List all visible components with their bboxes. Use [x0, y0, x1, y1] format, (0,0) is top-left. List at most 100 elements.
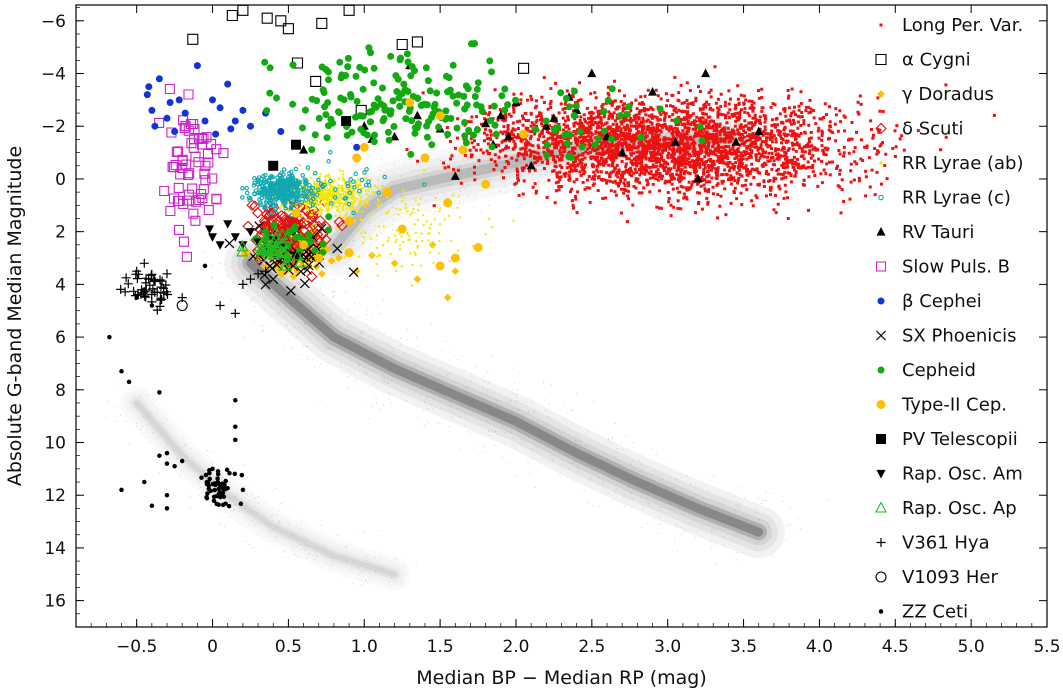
- point-rap-osc-ap: [278, 259, 291, 271]
- point-rr-lyrae-c: [295, 188, 301, 194]
- point-scuti: [253, 254, 266, 266]
- point-cephei: [143, 91, 151, 99]
- point-cepheid: [315, 114, 323, 122]
- point-cepheid: [407, 72, 415, 80]
- point-cepheid: [289, 100, 297, 108]
- point-zz-ceti: [216, 486, 222, 492]
- x-tick-label: 5.0: [958, 637, 985, 657]
- point-rr-lyrae-c: [293, 184, 298, 190]
- point-cepheid: [344, 63, 352, 71]
- point-cepheid: [356, 63, 364, 71]
- point-cephei: [247, 122, 254, 130]
- point-cepheid: [409, 93, 417, 101]
- point-cygni: [310, 75, 322, 87]
- point-rap-osc-ap: [268, 246, 281, 258]
- point-type-ii-cep: [397, 224, 407, 234]
- point-rr-lyrae-c: [281, 172, 286, 177]
- point-zz-ceti: [213, 482, 218, 488]
- point-cygni: [261, 12, 273, 24]
- series-long-per-var: [405, 65, 996, 224]
- point-rr-lyrae-c: [348, 177, 353, 182]
- legend-item-rv-tauri: RV Tauri: [876, 222, 974, 243]
- point-slow-puls-b: [197, 193, 208, 204]
- point-rr-lyrae-c: [281, 196, 286, 201]
- point-zz-ceti: [222, 482, 227, 488]
- point-cepheid: [322, 111, 330, 119]
- point-rr-lyrae-c: [272, 201, 278, 206]
- point-v361-hya: [150, 287, 160, 297]
- point-rr-lyrae-c: [252, 191, 257, 197]
- point-cepheid: [431, 100, 439, 108]
- point-cepheid: [370, 101, 378, 109]
- point-rr-lyrae-c: [366, 179, 371, 184]
- point-cygni: [226, 9, 238, 22]
- point-cepheid: [492, 130, 500, 138]
- point-zz-ceti: [119, 369, 124, 374]
- point-rr-lyrae-c: [269, 210, 275, 216]
- point-v1093-her: [176, 300, 188, 311]
- point-cephei: [193, 62, 201, 70]
- point-doradus: [443, 293, 452, 302]
- series-points-long-per-var: [405, 65, 996, 224]
- point-zz-ceti: [233, 424, 238, 429]
- point-zz-ceti: [223, 486, 228, 492]
- point-rr-lyrae-c: [277, 173, 282, 178]
- point-type-ii-cep: [420, 153, 430, 163]
- point-slow-puls-b: [183, 189, 194, 200]
- point-zz-ceti: [207, 476, 212, 482]
- point-v361-hya: [157, 295, 167, 304]
- point-rap-osc-ap: [276, 236, 289, 249]
- point-sx-phoenicis: [295, 266, 306, 277]
- point-rr-lyrae-c: [244, 190, 250, 196]
- point-cepheid: [625, 103, 633, 111]
- point-rr-lyrae-c: [246, 195, 252, 200]
- legend-marker: [875, 501, 887, 513]
- legend: Long Per. Var. α Cygni γ Doradus δ Scuti RR …: [875, 15, 1024, 623]
- point-rr-lyrae-c: [277, 176, 283, 182]
- point-slow-puls-b: [179, 122, 190, 133]
- point-cepheid: [453, 99, 461, 107]
- point-cephei: [181, 109, 189, 117]
- variable-star-series: [107, 5, 996, 511]
- point-rap-osc-ap: [269, 225, 282, 237]
- point-rr-lyrae-c: [255, 181, 261, 187]
- point-rv-tauri: [754, 126, 764, 136]
- point-scuti: [333, 216, 346, 228]
- point-rr-lyrae-c: [268, 198, 274, 204]
- point-cephei: [175, 96, 183, 104]
- point-cepheid: [266, 64, 274, 72]
- point-cepheid: [370, 79, 378, 87]
- y-tick-label: 8: [55, 381, 66, 401]
- y-tick-label: 2: [55, 223, 66, 243]
- point-sx-phoenicis: [268, 274, 279, 285]
- point-sx-phoenicis: [254, 221, 265, 232]
- point-rap-osc-ap: [293, 256, 306, 268]
- point-cepheid: [335, 108, 342, 116]
- point-rr-lyrae-c: [362, 170, 367, 175]
- point-cepheid: [473, 101, 481, 109]
- point-cephei: [277, 128, 285, 135]
- point-sx-phoenicis: [316, 223, 327, 234]
- point-cepheid: [501, 106, 509, 114]
- point-rr-lyrae-c: [256, 175, 262, 180]
- point-zz-ceti: [157, 390, 162, 395]
- point-cepheid: [327, 115, 335, 123]
- point-rap-osc-ap: [236, 240, 249, 252]
- point-type-ii-cep: [435, 261, 445, 271]
- point-zz-ceti: [223, 478, 228, 484]
- legend-label: β Cephei: [902, 291, 982, 312]
- point-pv-telescopii: [341, 116, 352, 126]
- point-rv-tauri: [572, 105, 582, 114]
- point-cygni: [282, 23, 294, 35]
- point-type-ii-cep: [450, 253, 460, 263]
- legend-label: RV Tauri: [902, 222, 974, 243]
- point-rv-tauri: [701, 68, 711, 78]
- point-rap-osc-am: [223, 220, 233, 229]
- point-zz-ceti: [215, 476, 220, 481]
- series-v361-hya: [116, 258, 271, 318]
- legend-label: δ Scuti: [902, 119, 964, 140]
- point-type-ii-cep: [344, 248, 354, 258]
- legend-item-cephei: β Cephei: [877, 291, 982, 312]
- point-cephei: [151, 122, 159, 130]
- point-cepheid: [566, 131, 573, 139]
